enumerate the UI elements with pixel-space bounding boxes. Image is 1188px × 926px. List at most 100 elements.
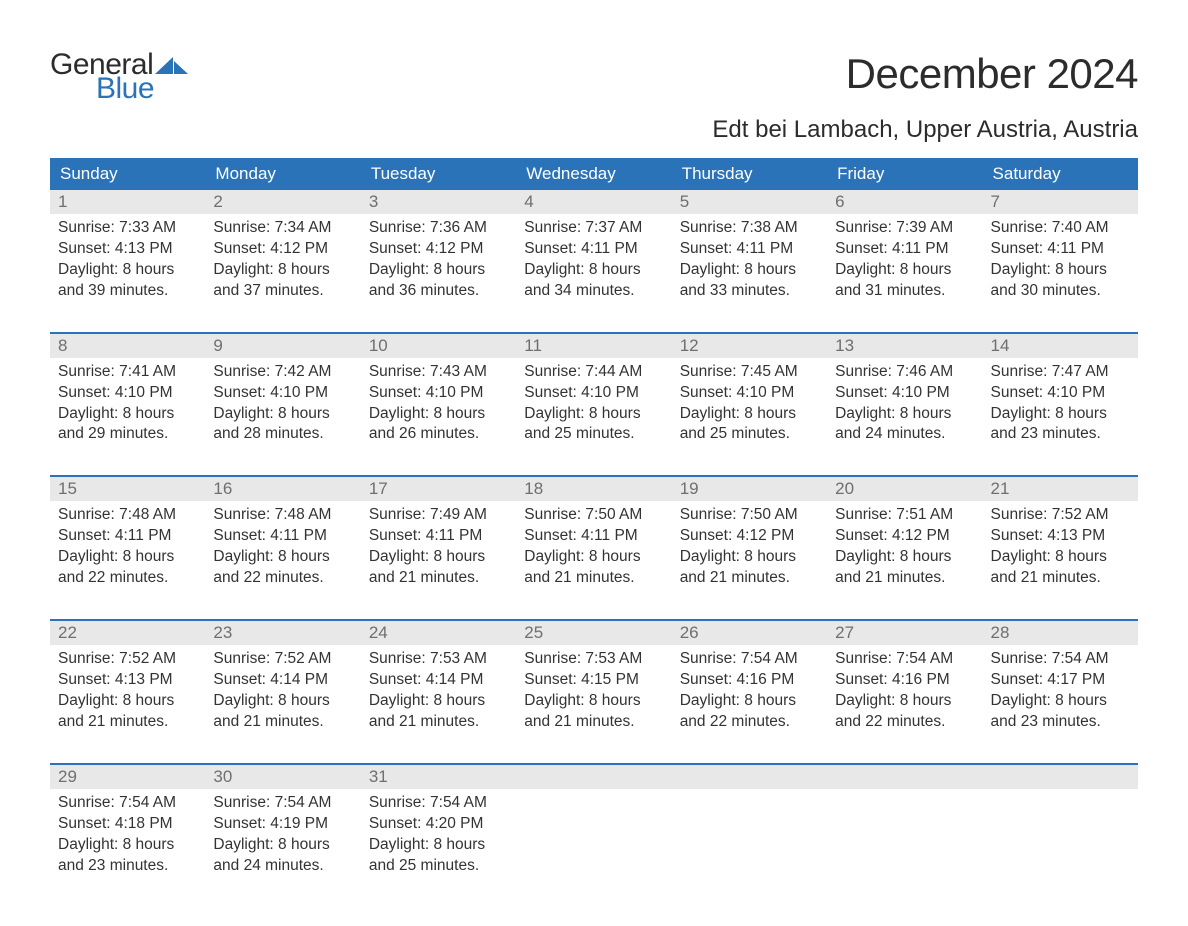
day-number-cell: 9: [205, 334, 360, 358]
daylight-line-2: and 22 minutes.: [58, 568, 197, 589]
sunrise-line: Sunrise: 7:46 AM: [835, 362, 974, 383]
day-detail-cell: Sunrise: 7:43 AMSunset: 4:10 PMDaylight:…: [361, 358, 516, 477]
sunset-line: Sunset: 4:11 PM: [835, 239, 974, 260]
sunrise-line: Sunrise: 7:44 AM: [524, 362, 663, 383]
day-number-cell: 31: [361, 765, 516, 789]
day-number-cell: 23: [205, 621, 360, 645]
sunset-line: Sunset: 4:11 PM: [991, 239, 1130, 260]
day-number-cell: 18: [516, 477, 671, 501]
sunrise-line: Sunrise: 7:52 AM: [991, 505, 1130, 526]
sunrise-line: Sunrise: 7:48 AM: [213, 505, 352, 526]
daylight-line-2: and 21 minutes.: [524, 712, 663, 733]
daylight-line-2: and 21 minutes.: [58, 712, 197, 733]
sunrise-line: Sunrise: 7:45 AM: [680, 362, 819, 383]
day-detail-cell: [827, 789, 982, 887]
sunset-line: Sunset: 4:12 PM: [835, 526, 974, 547]
daylight-line-1: Daylight: 8 hours: [524, 547, 663, 568]
day-detail-row: Sunrise: 7:33 AMSunset: 4:13 PMDaylight:…: [50, 214, 1138, 333]
day-detail-cell: Sunrise: 7:46 AMSunset: 4:10 PMDaylight:…: [827, 358, 982, 477]
sunrise-line: Sunrise: 7:52 AM: [213, 649, 352, 670]
day-number-cell: [983, 765, 1138, 789]
sunrise-line: Sunrise: 7:54 AM: [991, 649, 1130, 670]
calendar-page: General Blue December 2024 Edt bei Lamba…: [0, 0, 1188, 926]
day-header: Tuesday: [361, 158, 516, 190]
day-number-cell: 27: [827, 621, 982, 645]
sunrise-line: Sunrise: 7:53 AM: [369, 649, 508, 670]
sunrise-line: Sunrise: 7:43 AM: [369, 362, 508, 383]
daylight-line-2: and 22 minutes.: [213, 568, 352, 589]
sunrise-line: Sunrise: 7:37 AM: [524, 218, 663, 239]
daylight-line-2: and 22 minutes.: [680, 712, 819, 733]
daylight-line-2: and 22 minutes.: [835, 712, 974, 733]
day-detail-row: Sunrise: 7:41 AMSunset: 4:10 PMDaylight:…: [50, 358, 1138, 477]
day-number-row: 1234567: [50, 190, 1138, 214]
sunset-line: Sunset: 4:11 PM: [58, 526, 197, 547]
day-detail-cell: Sunrise: 7:45 AMSunset: 4:10 PMDaylight:…: [672, 358, 827, 477]
sunset-line: Sunset: 4:10 PM: [680, 383, 819, 404]
day-number-cell: 4: [516, 190, 671, 214]
day-number-cell: 14: [983, 334, 1138, 358]
day-detail-cell: Sunrise: 7:54 AMSunset: 4:17 PMDaylight:…: [983, 645, 1138, 764]
day-detail-cell: Sunrise: 7:39 AMSunset: 4:11 PMDaylight:…: [827, 214, 982, 333]
day-detail-cell: Sunrise: 7:42 AMSunset: 4:10 PMDaylight:…: [205, 358, 360, 477]
day-detail-cell: Sunrise: 7:37 AMSunset: 4:11 PMDaylight:…: [516, 214, 671, 333]
daylight-line-1: Daylight: 8 hours: [524, 691, 663, 712]
daylight-line-1: Daylight: 8 hours: [835, 260, 974, 281]
day-detail-row: Sunrise: 7:52 AMSunset: 4:13 PMDaylight:…: [50, 645, 1138, 764]
daylight-line-2: and 33 minutes.: [680, 281, 819, 302]
sunrise-line: Sunrise: 7:54 AM: [680, 649, 819, 670]
sunset-line: Sunset: 4:11 PM: [524, 526, 663, 547]
daylight-line-1: Daylight: 8 hours: [213, 691, 352, 712]
daylight-line-1: Daylight: 8 hours: [680, 691, 819, 712]
day-detail-cell: Sunrise: 7:47 AMSunset: 4:10 PMDaylight:…: [983, 358, 1138, 477]
daylight-line-2: and 26 minutes.: [369, 424, 508, 445]
daylight-line-2: and 39 minutes.: [58, 281, 197, 302]
daylight-line-2: and 24 minutes.: [213, 856, 352, 877]
daylight-line-1: Daylight: 8 hours: [991, 691, 1130, 712]
daylight-line-1: Daylight: 8 hours: [835, 404, 974, 425]
calendar-head: Sunday Monday Tuesday Wednesday Thursday…: [50, 158, 1138, 190]
daylight-line-2: and 30 minutes.: [991, 281, 1130, 302]
day-number-cell: 17: [361, 477, 516, 501]
day-number-row: 293031: [50, 765, 1138, 789]
sunrise-line: Sunrise: 7:50 AM: [524, 505, 663, 526]
day-detail-cell: Sunrise: 7:48 AMSunset: 4:11 PMDaylight:…: [50, 501, 205, 620]
day-detail-cell: Sunrise: 7:50 AMSunset: 4:11 PMDaylight:…: [516, 501, 671, 620]
day-header: Monday: [205, 158, 360, 190]
day-detail-cell: Sunrise: 7:52 AMSunset: 4:14 PMDaylight:…: [205, 645, 360, 764]
daylight-line-1: Daylight: 8 hours: [213, 835, 352, 856]
day-detail-cell: Sunrise: 7:40 AMSunset: 4:11 PMDaylight:…: [983, 214, 1138, 333]
day-header: Friday: [827, 158, 982, 190]
daylight-line-1: Daylight: 8 hours: [369, 835, 508, 856]
day-detail-cell: Sunrise: 7:52 AMSunset: 4:13 PMDaylight:…: [50, 645, 205, 764]
daylight-line-2: and 25 minutes.: [524, 424, 663, 445]
day-number-cell: [516, 765, 671, 789]
day-header: Saturday: [983, 158, 1138, 190]
day-number-cell: 11: [516, 334, 671, 358]
sunset-line: Sunset: 4:11 PM: [524, 239, 663, 260]
day-detail-cell: Sunrise: 7:48 AMSunset: 4:11 PMDaylight:…: [205, 501, 360, 620]
day-detail-cell: [983, 789, 1138, 887]
daylight-line-2: and 24 minutes.: [835, 424, 974, 445]
day-detail-cell: Sunrise: 7:49 AMSunset: 4:11 PMDaylight:…: [361, 501, 516, 620]
daylight-line-1: Daylight: 8 hours: [991, 404, 1130, 425]
day-number-cell: 3: [361, 190, 516, 214]
day-detail-cell: Sunrise: 7:34 AMSunset: 4:12 PMDaylight:…: [205, 214, 360, 333]
day-number-cell: 12: [672, 334, 827, 358]
day-header: Wednesday: [516, 158, 671, 190]
sunset-line: Sunset: 4:13 PM: [991, 526, 1130, 547]
day-detail-cell: Sunrise: 7:41 AMSunset: 4:10 PMDaylight:…: [50, 358, 205, 477]
daylight-line-2: and 23 minutes.: [991, 424, 1130, 445]
day-number-cell: 5: [672, 190, 827, 214]
month-title: December 2024: [846, 50, 1138, 98]
sunset-line: Sunset: 4:12 PM: [213, 239, 352, 260]
day-number-cell: 26: [672, 621, 827, 645]
daylight-line-2: and 23 minutes.: [58, 856, 197, 877]
sunrise-line: Sunrise: 7:33 AM: [58, 218, 197, 239]
daylight-line-1: Daylight: 8 hours: [524, 260, 663, 281]
daylight-line-2: and 21 minutes.: [369, 712, 508, 733]
sunrise-line: Sunrise: 7:40 AM: [991, 218, 1130, 239]
sunset-line: Sunset: 4:10 PM: [369, 383, 508, 404]
daylight-line-1: Daylight: 8 hours: [58, 547, 197, 568]
title-block: December 2024: [846, 50, 1138, 98]
